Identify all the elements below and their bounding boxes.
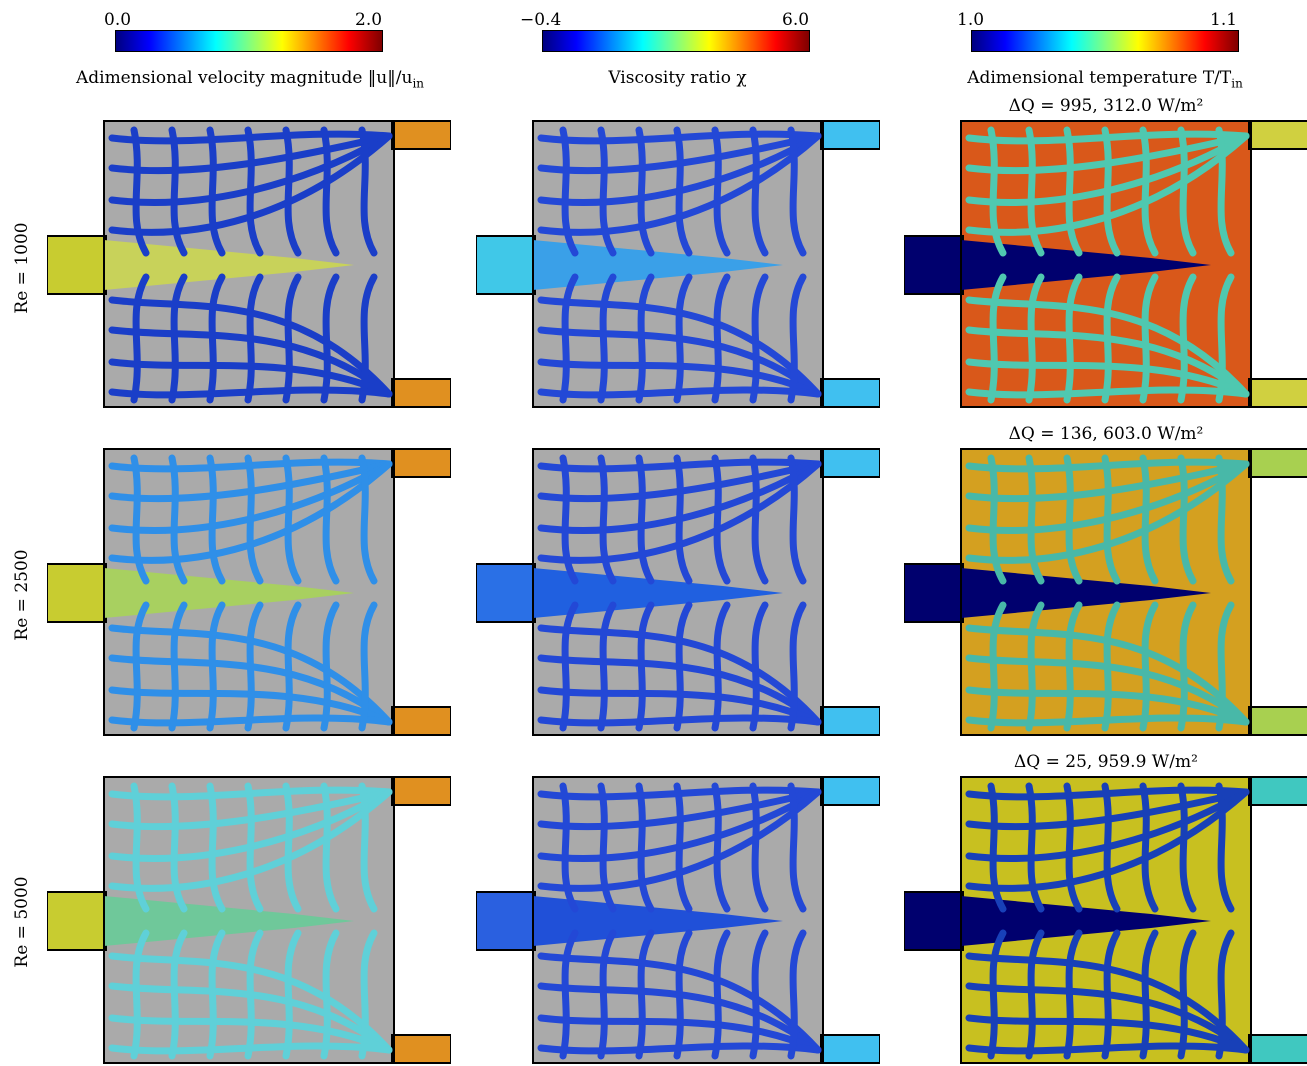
viscosity-panel-re-5000 <box>476 776 880 1064</box>
inlet-channel <box>476 235 536 295</box>
outlet-bottom-channel <box>1248 706 1307 736</box>
channel-network <box>537 126 822 404</box>
outlet-top-channel <box>391 776 451 806</box>
outlet-bottom-channel <box>820 1034 880 1064</box>
inlet-channel <box>47 235 107 295</box>
viscosity-panel-re-1000 <box>476 120 880 408</box>
viscosity-colorbar <box>542 30 810 52</box>
central-trunk <box>961 896 1211 946</box>
outlet-bottom-channel <box>1248 1034 1307 1064</box>
inlet-channel <box>904 563 964 623</box>
channel-network <box>965 126 1250 404</box>
channel-network <box>537 454 822 732</box>
inlet-channel <box>47 891 107 951</box>
outlet-top-channel <box>391 120 451 150</box>
channel-network <box>965 454 1250 732</box>
temperature-panel-re-5000 <box>904 776 1307 1064</box>
central-trunk <box>533 568 783 618</box>
central-trunk <box>104 896 354 946</box>
heat-flux-label-re-1000: ΔQ = 995, 312.0 W/m² <box>1008 96 1204 116</box>
outlet-top-channel <box>820 776 880 806</box>
central-trunk <box>104 240 354 290</box>
viscosity-colorbar-title: Viscosity ratio χ <box>608 68 747 88</box>
inlet-channel <box>47 563 107 623</box>
channel-network <box>965 782 1250 1060</box>
central-trunk <box>961 568 1211 618</box>
channel-network <box>108 454 393 732</box>
temperature-colorbar-title: Adimensional temperature T/Tin <box>967 68 1243 91</box>
outlet-top-channel <box>820 120 880 150</box>
outlet-bottom-channel <box>391 1034 451 1064</box>
velocity-panel-re-2500 <box>47 448 451 736</box>
temperature-max-tick: 1.1 <box>1210 10 1238 30</box>
row-label-re-5000: Re = 5000 <box>12 876 32 968</box>
inlet-channel <box>476 563 536 623</box>
outlet-bottom-channel <box>820 706 880 736</box>
outlet-bottom-channel <box>1248 378 1307 408</box>
temperature-panel-re-1000 <box>904 120 1307 408</box>
central-trunk <box>533 896 783 946</box>
velocity-colorbar <box>115 30 383 52</box>
viscosity-min-tick: −0.4 <box>520 10 562 30</box>
velocity-max-tick: 2.0 <box>355 10 383 30</box>
heat-flux-label-re-2500: ΔQ = 136, 603.0 W/m² <box>1008 424 1204 444</box>
inlet-channel <box>476 891 536 951</box>
velocity-panel-re-5000 <box>47 776 451 1064</box>
central-trunk <box>533 240 783 290</box>
temperature-colorbar <box>971 30 1239 52</box>
outlet-bottom-channel <box>391 706 451 736</box>
channel-network <box>108 126 393 404</box>
row-label-re-1000: Re = 1000 <box>12 222 32 314</box>
central-trunk <box>104 568 354 618</box>
viscosity-max-tick: 6.0 <box>782 10 810 30</box>
outlet-top-channel <box>1248 776 1307 806</box>
outlet-top-channel <box>820 448 880 478</box>
channel-network <box>537 782 822 1060</box>
channel-network <box>108 782 393 1060</box>
velocity-panel-re-1000 <box>47 120 451 408</box>
velocity-colorbar-title: Adimensional velocity magnitude ‖u‖/uin <box>75 68 425 91</box>
outlet-bottom-channel <box>820 378 880 408</box>
outlet-top-channel <box>1248 120 1307 150</box>
central-trunk <box>961 240 1211 290</box>
heat-flux-label-re-5000: ΔQ = 25, 959.9 W/m² <box>1014 752 1198 772</box>
inlet-channel <box>904 891 964 951</box>
inlet-channel <box>904 235 964 295</box>
temperature-min-tick: 1.0 <box>957 10 985 30</box>
outlet-top-channel <box>391 448 451 478</box>
viscosity-panel-re-2500 <box>476 448 880 736</box>
temperature-panel-re-2500 <box>904 448 1307 736</box>
velocity-min-tick: 0.0 <box>104 10 132 30</box>
outlet-top-channel <box>1248 448 1307 478</box>
outlet-bottom-channel <box>391 378 451 408</box>
row-label-re-2500: Re = 2500 <box>12 549 32 641</box>
